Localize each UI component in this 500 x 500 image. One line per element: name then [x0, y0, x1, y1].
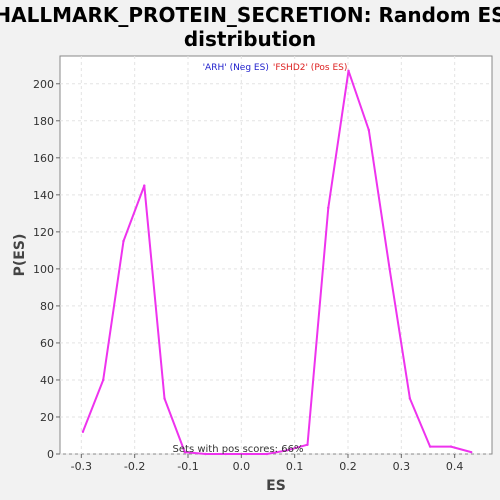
- y-tick-label: 40: [40, 374, 54, 387]
- series-line: [81, 69, 472, 455]
- x-tick-label: 0.1: [286, 460, 304, 473]
- y-tick-label: 120: [33, 226, 54, 239]
- y-tick-label: 160: [33, 152, 54, 165]
- data-point: [388, 267, 391, 271]
- legend-entry-neg: 'ARH' (Neg ES): [203, 63, 269, 73]
- y-axis-ticks: 0 20 40 60 80 100 120 140 160 180 200: [33, 78, 60, 461]
- y-tick-label: 100: [33, 263, 54, 276]
- x-axis-label: ES: [266, 478, 286, 494]
- plot-area: [59, 55, 493, 455]
- data-point: [306, 443, 309, 446]
- x-tick-label: 0.3: [393, 460, 411, 473]
- data-point: [327, 206, 330, 209]
- grid-lines: [60, 56, 492, 455]
- data-point: [286, 449, 289, 452]
- data-point: [428, 445, 432, 448]
- series-layer: [81, 69, 473, 456]
- legend: 'ARH' (Neg ES) 'FSHD2' (Pos ES): [203, 63, 348, 73]
- y-tick-label: 140: [33, 189, 54, 202]
- data-point: [163, 397, 166, 400]
- data-point: [367, 128, 370, 132]
- x-axis-ticks: -0.3 -0.2 -0.1 0.0 0.1 0.2 0.3 0.4: [71, 454, 464, 473]
- y-tick-label: 80: [40, 300, 54, 313]
- data-point: [470, 450, 473, 454]
- x-tick-label: -0.1: [177, 460, 198, 473]
- data-point: [204, 452, 207, 456]
- x-tick-label: 0.2: [339, 460, 357, 473]
- data-point: [449, 445, 453, 448]
- y-axis-label: P(ES): [12, 234, 28, 277]
- legend-entry-pos: 'FSHD2' (Pos ES): [273, 63, 348, 73]
- data-point: [265, 452, 269, 456]
- data-point: [244, 452, 248, 456]
- y-tick-label: 60: [40, 337, 54, 350]
- x-tick-label: -0.2: [124, 460, 145, 473]
- data-point: [408, 397, 412, 400]
- y-tick-label: 20: [40, 411, 54, 424]
- y-tick-label: 200: [33, 78, 54, 91]
- chart-title-line-1: HALLMARK_PROTEIN_SECRETION: Random ES: [0, 3, 500, 27]
- y-tick-label: 180: [33, 115, 54, 128]
- data-point: [122, 239, 125, 243]
- data-point: [81, 430, 85, 433]
- chart-title-line-2: distribution: [184, 27, 316, 51]
- data-point: [183, 450, 186, 454]
- x-tick-label: 0.0: [233, 460, 251, 473]
- pos-scores-annotation: Sets with pos scores: 66%: [173, 444, 304, 455]
- data-point: [224, 452, 228, 456]
- x-tick-label: 0.4: [446, 460, 464, 473]
- data-point: [347, 69, 350, 73]
- x-tick-label: -0.3: [71, 460, 92, 473]
- y-tick-label: 0: [47, 448, 54, 461]
- data-point: [102, 378, 105, 382]
- data-point: [143, 184, 146, 187]
